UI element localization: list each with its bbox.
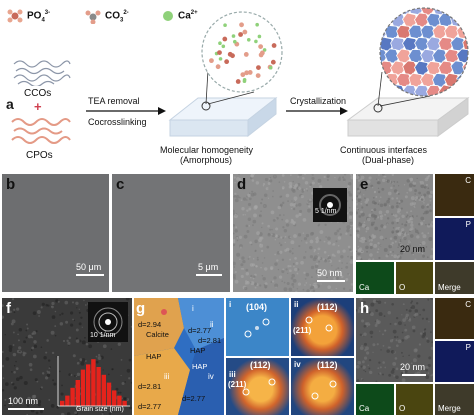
map-o: O: [396, 262, 433, 294]
panel-f-label: f: [6, 300, 11, 317]
plus-sign: +: [34, 99, 42, 114]
map-p: P: [435, 341, 474, 382]
arrow-icon-2: [286, 107, 348, 115]
step1-top-label: TEA removal: [88, 96, 140, 106]
calcite-label: Calcite: [146, 330, 169, 339]
region-i: i: [192, 304, 194, 313]
panel-c: c 5 μm: [112, 174, 230, 292]
panel-g-label: g: [136, 300, 146, 317]
scale-label: 20 nm: [400, 362, 426, 372]
scale-label: 100 nm: [8, 396, 39, 406]
fft-iv: iv (112): [291, 358, 354, 415]
inset-scale: 5 1/nm: [315, 208, 337, 215]
inset-scale: 10 1/nm: [90, 332, 116, 339]
d-spacing: d=2.94: [138, 320, 162, 329]
panel-h: h 20 nm C P Ca O Merge: [356, 298, 474, 415]
fft-ii: ii (112) (211): [291, 298, 354, 356]
legend-carbonate: CO32-: [105, 10, 129, 24]
saed-inset: 5 1/nm: [313, 188, 347, 222]
panel-f: f 10 1/nm Grain size (nm) 100 nm: [2, 298, 132, 415]
panel-d-label: d: [237, 176, 247, 193]
zoom-polycrystal: [373, 7, 469, 113]
hap-label: HAP: [192, 362, 208, 371]
fft-i: i (104): [226, 298, 289, 356]
legend-calcium: Ca2+: [178, 10, 198, 22]
hap-label: HAP: [190, 346, 206, 355]
zoom-molecular: [201, 11, 283, 111]
scale-bar: [317, 280, 345, 282]
hist-xlabel: Grain size (nm): [76, 406, 124, 413]
map-c: C: [435, 174, 474, 216]
panel-g: g i ii iii iv d=2.94 Calcite d=2.77 d=2.…: [134, 298, 224, 415]
step1-bottom-label: Cocrosslinking: [88, 117, 147, 127]
cco-oligomers: [13, 60, 71, 86]
phase-map: [134, 298, 224, 415]
scale-bar: [402, 374, 426, 376]
panel-b-label: b: [6, 176, 16, 193]
scale-label: 20 nm: [400, 244, 426, 254]
cpo-oligomers: [11, 118, 71, 144]
region-iii: iii: [164, 372, 170, 381]
scale-label: 5 μm: [198, 262, 219, 272]
saed-inset: 10 1/nm: [88, 302, 128, 342]
carbonate-icon: [85, 10, 101, 24]
stage1-subtitle: (Amorphous): [180, 155, 233, 165]
cpo-label: CPOs: [26, 150, 53, 161]
scale-bar: [196, 274, 222, 276]
map-ca: Ca: [356, 384, 394, 415]
region-iv: iv: [208, 372, 214, 381]
calcium-icon: [163, 11, 173, 21]
haadf-image: [356, 174, 434, 262]
d-spacing: d=2.81: [198, 336, 222, 345]
scale-label: 50 μm: [76, 262, 102, 272]
scale-label: 50 nm: [317, 268, 343, 278]
map-o: O: [396, 384, 433, 415]
legend-phosphate: PO43-: [27, 10, 51, 24]
fft-iii: iii (112) (211): [226, 358, 289, 415]
panel-d: d 5 1/nm 50 nm: [233, 174, 353, 292]
panel-a-label: a: [6, 96, 14, 112]
panel-h-label: h: [360, 300, 370, 317]
scale-bar: [8, 408, 44, 410]
hap-label: HAP: [146, 352, 162, 361]
amorphous-slab: [168, 96, 278, 138]
panel-e-label: e: [360, 176, 369, 193]
map-c: C: [435, 298, 474, 339]
map-merge: Merge: [435, 384, 474, 415]
d-spacing: d=2.77: [182, 394, 206, 403]
stage1-title: Molecular homogeneity: [160, 145, 254, 155]
map-merge: Merge: [435, 262, 474, 294]
d-spacing: d=2.77: [188, 326, 212, 335]
panel-fft: i (104) ii (112) (211) iii (112) (211) i…: [226, 298, 354, 415]
panel-a: a PO43- CO32- Ca2+ CCOs + CPO: [0, 0, 474, 168]
grain-size-histogram: [57, 356, 130, 407]
d-spacing: d=2.81: [138, 382, 162, 391]
panel-e: e 20 nm C P Ca O Merge: [356, 174, 474, 294]
map-ca: Ca: [356, 262, 394, 294]
panel-b: b 50 μm: [2, 174, 109, 292]
stage2-subtitle: (Dual-phase): [362, 155, 415, 165]
cco-label: CCOs: [24, 88, 52, 99]
d-spacing: d=2.77: [138, 402, 162, 411]
tem-texture: [233, 174, 353, 292]
scale-bar: [76, 274, 104, 276]
arrow-icon: [86, 107, 166, 115]
stage2-title: Continuous interfaces: [340, 145, 428, 155]
phosphate-icon: [7, 9, 23, 23]
haadf-image: [356, 298, 434, 383]
panel-c-label: c: [116, 176, 125, 193]
step2-label: Crystallization: [290, 96, 347, 106]
map-p: P: [435, 218, 474, 260]
region-ii: ii: [210, 320, 214, 329]
